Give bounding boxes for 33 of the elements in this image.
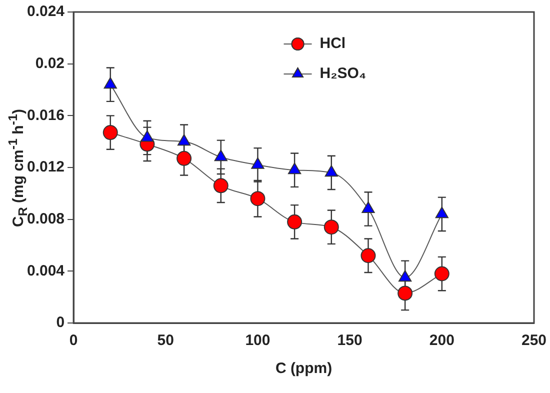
- point: [250, 191, 266, 206]
- x-tick-label: 0: [69, 332, 78, 350]
- x-tick-label: 200: [429, 332, 454, 350]
- y-tick-label: 0.02: [35, 54, 65, 72]
- x-tick-label: 150: [337, 332, 362, 350]
- point: [177, 134, 191, 146]
- y-tick-label: 0.024: [26, 3, 66, 20]
- x-axis-title: C (ppm): [275, 360, 332, 378]
- y-tick-label: 0: [56, 314, 65, 332]
- point: [324, 220, 339, 235]
- point: [360, 248, 376, 264]
- point: [176, 150, 192, 166]
- point: [104, 77, 117, 89]
- legend-label: HCl: [320, 35, 346, 52]
- point: [435, 206, 448, 218]
- y-tick-label: 0.004: [26, 262, 66, 280]
- legend-label: H₂SO₄: [320, 65, 366, 82]
- point: [288, 162, 302, 174]
- point: [140, 130, 154, 142]
- point: [324, 165, 338, 177]
- point: [398, 286, 413, 301]
- x-tick-label: 100: [245, 332, 270, 350]
- point: [362, 201, 375, 213]
- x-tick-label: 50: [157, 332, 174, 350]
- y-tick-label: 0.016: [26, 106, 65, 124]
- point: [214, 150, 228, 162]
- point: [287, 214, 302, 230]
- point: [434, 266, 450, 282]
- point: [251, 157, 264, 169]
- point: [213, 178, 228, 194]
- y-tick-label: 0.012: [26, 158, 65, 176]
- y-tick-label: 0.008: [26, 210, 65, 228]
- x-tick-label: 250: [521, 332, 547, 350]
